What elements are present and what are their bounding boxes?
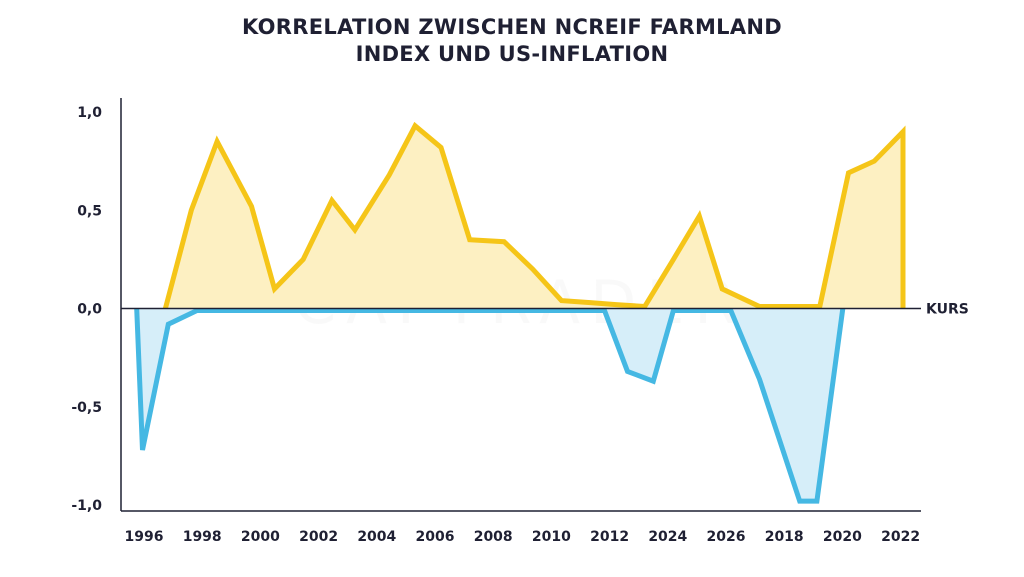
x-tick-label: 1998 <box>183 529 222 545</box>
chart-title: KORRELATION ZWISCHEN NCREIF FARMLAND IND… <box>0 14 1024 68</box>
x-tick-label: 2022 <box>881 529 920 545</box>
x-tick-label: 2018 <box>765 529 804 545</box>
x-tick-label: 2012 <box>590 529 629 545</box>
x-tick-label: 2020 <box>823 529 862 545</box>
chart-title-line-1: KORRELATION ZWISCHEN NCREIF FARMLAND <box>242 15 782 39</box>
series-1-line <box>134 308 846 504</box>
x-tick-label: 1996 <box>125 529 164 545</box>
series-1-area <box>136 308 843 502</box>
series-0-area <box>165 125 903 309</box>
y-tick-label: 0,5 <box>77 203 102 219</box>
x-tick-label: 2024 <box>648 529 687 545</box>
series-0-line <box>162 121 906 310</box>
x-tick-label: 2010 <box>532 529 571 545</box>
y-tick-label: 1,0 <box>77 105 102 121</box>
y-tick-label: -1,0 <box>71 498 102 514</box>
x-tick-label: 2004 <box>357 529 396 545</box>
y-tick-label: -0,5 <box>71 400 102 416</box>
x-tick-label: 2026 <box>707 529 746 545</box>
zero-line-label: KURS <box>926 302 969 318</box>
y-tick-label: 0,0 <box>77 302 102 318</box>
x-tick-label: 2006 <box>416 529 455 545</box>
chart-title-line-2: INDEX UND US-INFLATION <box>355 42 669 66</box>
x-tick-label: 2002 <box>299 529 338 545</box>
x-tick-label: 2008 <box>474 529 513 545</box>
x-tick-label: 2000 <box>241 529 280 545</box>
